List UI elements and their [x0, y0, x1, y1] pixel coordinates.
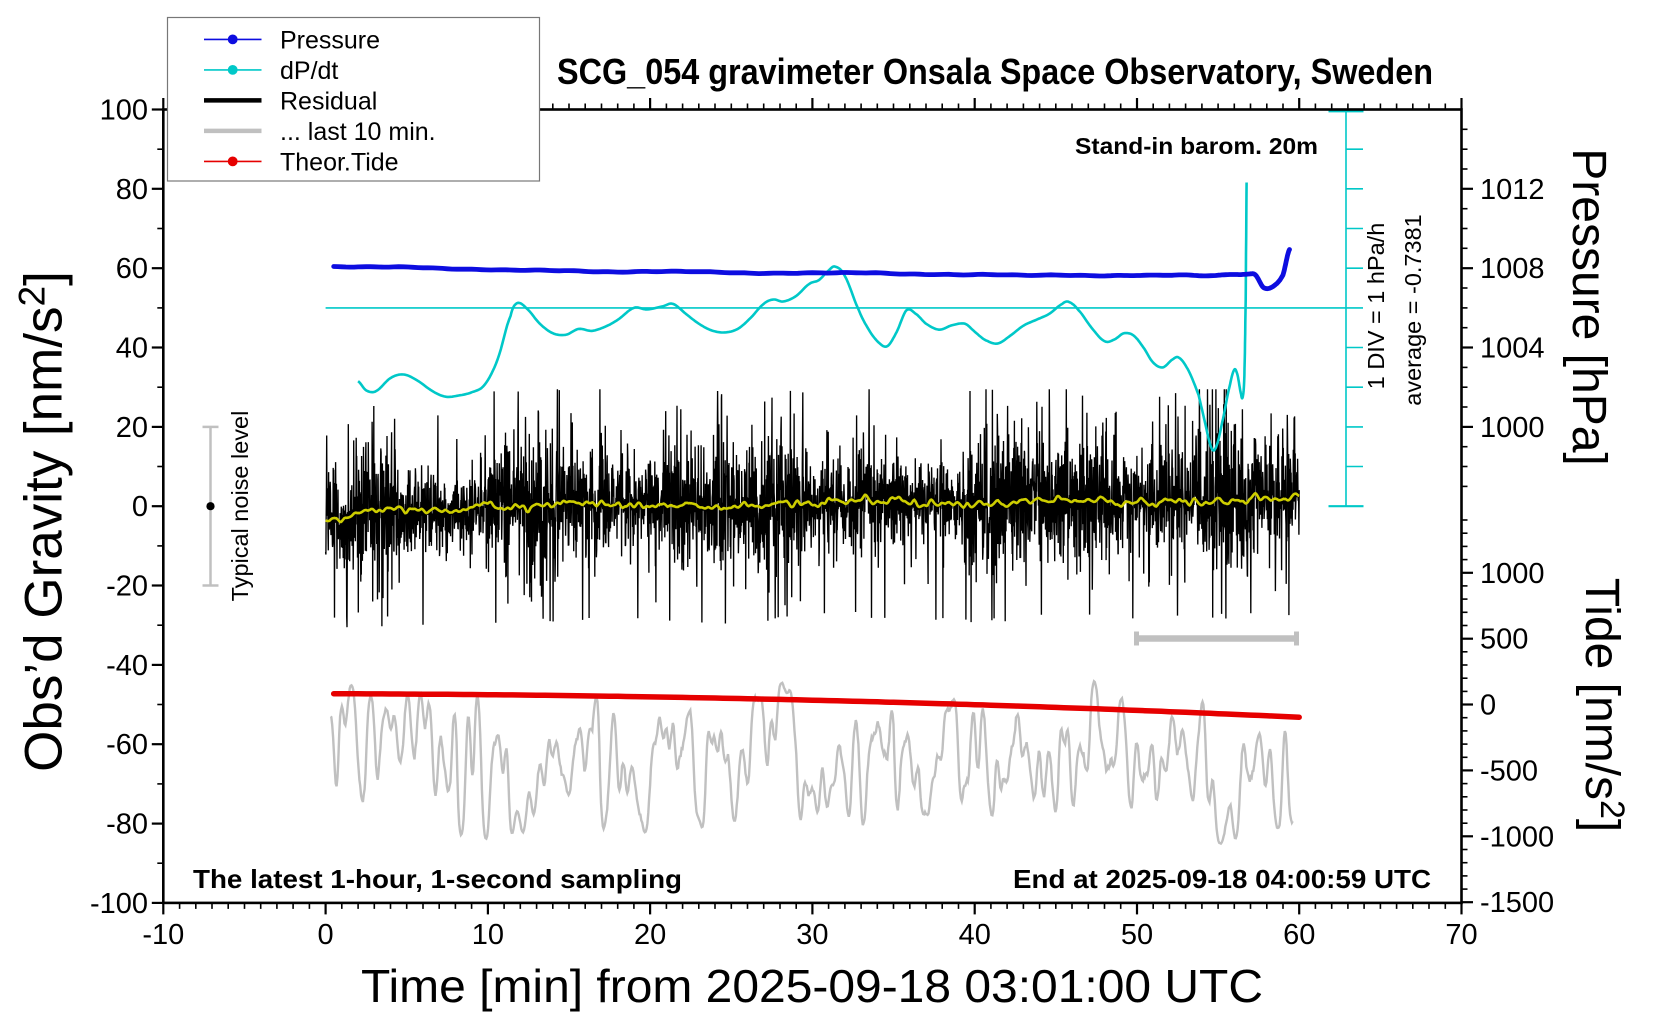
svg-text:-20: -20: [106, 571, 148, 603]
svg-text:20: 20: [634, 919, 666, 951]
svg-text:1008: 1008: [1480, 253, 1545, 285]
svg-text:-1000: -1000: [1480, 821, 1554, 853]
svg-text:10: 10: [472, 919, 504, 951]
svg-text:-500: -500: [1480, 755, 1538, 787]
svg-text:1004: 1004: [1480, 333, 1545, 365]
svg-text:dP/dt: dP/dt: [280, 57, 338, 85]
svg-text:Typical noise level: Typical noise level: [227, 411, 253, 602]
svg-text:End at 2025-09-18 04:00:59 UTC: End at 2025-09-18 04:00:59 UTC: [1013, 864, 1431, 894]
svg-text:20: 20: [116, 412, 148, 444]
svg-text:-80: -80: [106, 809, 148, 841]
svg-text:60: 60: [1283, 919, 1315, 951]
svg-text:70: 70: [1445, 919, 1477, 951]
svg-text:100: 100: [100, 95, 148, 127]
svg-text:60: 60: [116, 253, 148, 285]
svg-text:The latest 1-hour, 1-second sa: The latest 1-hour, 1-second sampling: [193, 864, 682, 894]
svg-text:1 DIV = 1 hPa/h: 1 DIV = 1 hPa/h: [1363, 223, 1389, 390]
svg-text:0: 0: [318, 919, 334, 951]
svg-text:... last 10 min.: ... last 10 min.: [280, 118, 436, 146]
svg-text:1000: 1000: [1480, 412, 1545, 444]
svg-text:1012: 1012: [1480, 174, 1545, 206]
svg-text:-10: -10: [142, 919, 184, 951]
svg-text:1000: 1000: [1480, 558, 1545, 590]
svg-text:-100: -100: [90, 888, 148, 920]
svg-text:500: 500: [1480, 624, 1528, 656]
svg-text:0: 0: [132, 491, 148, 523]
svg-text:Pressure: Pressure: [280, 26, 380, 54]
svg-text:Stand-in barom. 20m: Stand-in barom. 20m: [1075, 133, 1318, 159]
svg-text:50: 50: [1121, 919, 1153, 951]
svg-text:40: 40: [959, 919, 991, 951]
svg-text:80: 80: [116, 174, 148, 206]
svg-text:Theor.Tide: Theor.Tide: [280, 148, 399, 176]
svg-text:Obs’d Gravity [nm/s2]: Obs’d Gravity [nm/s2]: [12, 271, 74, 772]
svg-text:Time [min] from 2025-09-18 03:: Time [min] from 2025-09-18 03:01:00 UTC: [361, 960, 1263, 1012]
svg-text:40: 40: [116, 333, 148, 365]
svg-text:average = -0.7381: average = -0.7381: [1400, 214, 1426, 405]
svg-text:Tide [nm/s2]: Tide [nm/s2]: [1575, 578, 1631, 833]
svg-text:-40: -40: [106, 650, 148, 682]
svg-text:Residual: Residual: [280, 87, 377, 115]
svg-text:SCG_054 gravimeter Onsala Spac: SCG_054 gravimeter Onsala Space Observat…: [557, 51, 1433, 92]
svg-text:0: 0: [1480, 690, 1496, 722]
svg-text:-1500: -1500: [1480, 887, 1554, 919]
svg-text:-60: -60: [106, 729, 148, 761]
svg-text:Pressure [hPa]: Pressure [hPa]: [1562, 148, 1615, 465]
svg-text:30: 30: [796, 919, 828, 951]
